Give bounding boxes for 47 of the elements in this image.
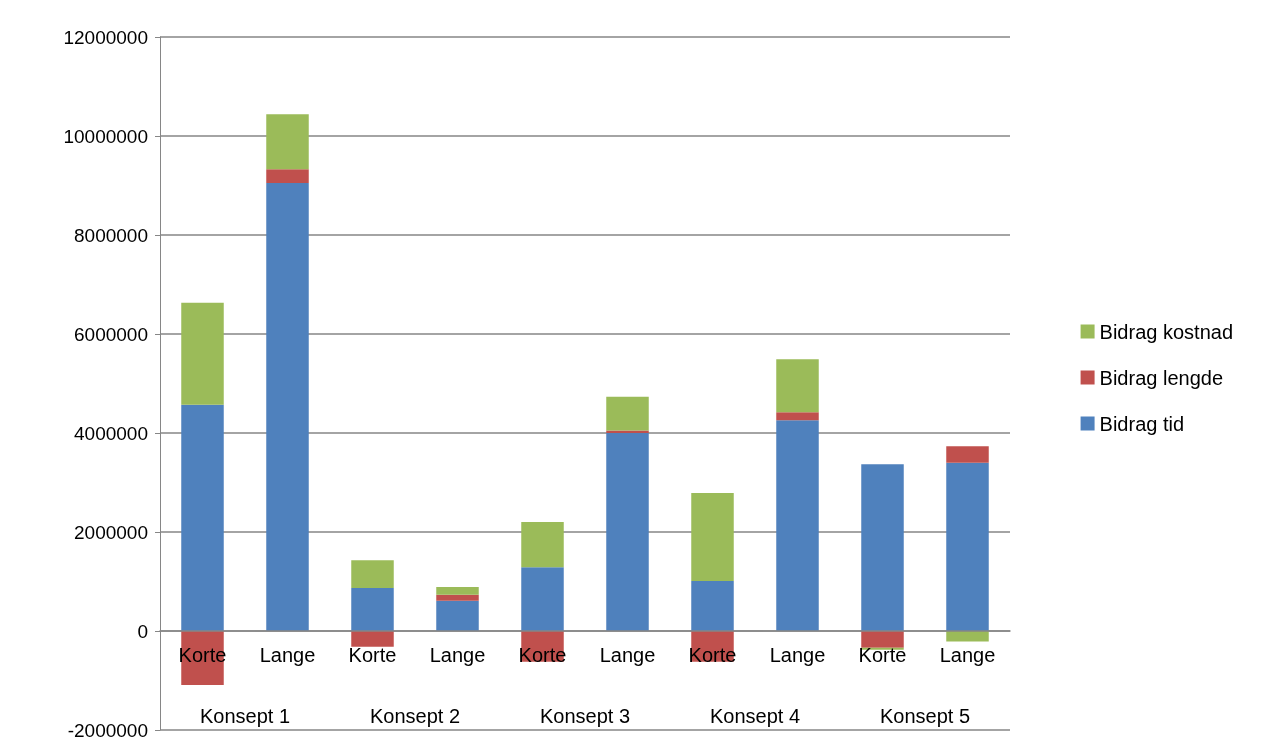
- y-tick-label: 12000000: [63, 26, 148, 48]
- bar: [861, 464, 904, 631]
- bar: [691, 581, 734, 631]
- bar: [776, 420, 819, 631]
- legend-label: Bidrag kostnad: [1099, 320, 1233, 343]
- x-tick-label: Lange: [769, 644, 826, 666]
- annotation: Konsept 4: [709, 705, 801, 727]
- x-tick-label: Lange: [599, 644, 656, 666]
- y-tick-label: 0: [137, 620, 148, 642]
- y-tick-label: 10000000: [63, 125, 148, 147]
- annotation: Konsept 1: [199, 705, 291, 727]
- bar: [436, 586, 479, 595]
- x-tick-label: Korte: [348, 644, 397, 666]
- y-tick-label: 6000000: [74, 323, 148, 345]
- bar: [521, 522, 564, 568]
- bar: [946, 446, 989, 463]
- bar: [691, 492, 734, 582]
- bar: [606, 396, 649, 431]
- annotation: Konsept 5: [879, 705, 971, 727]
- bar: [776, 359, 819, 413]
- bar: [776, 412, 819, 421]
- bar: [266, 183, 309, 631]
- annotation: Konsept 2: [369, 705, 461, 727]
- bar: [946, 462, 989, 631]
- x-tick-label: Korte: [858, 644, 907, 666]
- legend-label: Bidrag tid: [1099, 412, 1185, 435]
- x-tick-label: Lange: [259, 644, 316, 666]
- bar: [351, 560, 394, 588]
- bar: [606, 433, 649, 631]
- legend-label: Bidrag lengde: [1099, 366, 1224, 389]
- bar: [521, 567, 564, 631]
- bar: [436, 594, 479, 601]
- y-tick-label: -2000000: [67, 719, 148, 741]
- bar: [181, 404, 224, 631]
- bar: [266, 169, 309, 184]
- bar: [351, 631, 394, 647]
- bar: [351, 587, 394, 631]
- bar: [181, 302, 224, 405]
- x-tick-label: Lange: [939, 644, 996, 666]
- y-tick-label: 8000000: [74, 224, 148, 246]
- bar: [266, 114, 309, 170]
- annotation: Konsept 3: [539, 705, 631, 727]
- bar: [861, 631, 904, 648]
- y-tick-label: 4000000: [74, 422, 148, 444]
- x-tick-label: Lange: [429, 644, 486, 666]
- y-tick-label: 2000000: [74, 521, 148, 543]
- bar: [436, 600, 479, 631]
